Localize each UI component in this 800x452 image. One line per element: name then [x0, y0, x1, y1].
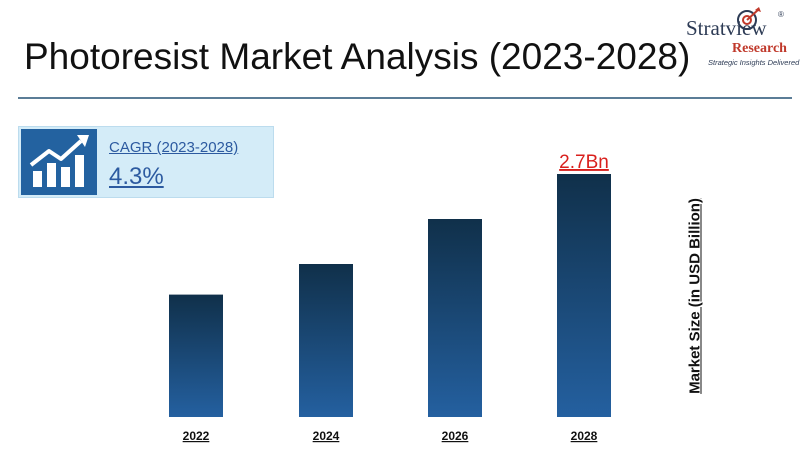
title-divider	[18, 97, 792, 99]
y-axis-label: Market Size (in USD Billion)	[686, 198, 704, 394]
cagr-value[interactable]: 4.3%	[109, 163, 164, 190]
bar-2022	[169, 294, 223, 417]
logo-division: Research	[732, 41, 787, 56]
logo-tagline: Strategic Insights Delivered	[708, 58, 800, 67]
stratview-logo: Stratview ® Research Strategic Insights …	[674, 4, 800, 68]
bar-2024	[299, 264, 353, 417]
x-tick-2026: 2026	[442, 429, 469, 443]
x-tick-2022: 2022	[183, 429, 210, 443]
cagr-label[interactable]: CAGR (2023-2028)	[109, 139, 239, 156]
page-title: Photoresist Market Analysis (2023-2028)	[24, 36, 691, 77]
growth-chart-icon	[21, 129, 97, 195]
logo-registered-mark: ®	[778, 10, 784, 19]
bar-2028	[557, 174, 611, 417]
bar-2026	[428, 219, 482, 417]
logo-brand: Stratview	[686, 16, 767, 40]
x-tick-2024: 2024	[313, 429, 340, 443]
x-tick-2028: 2028	[571, 429, 598, 443]
data-label-2028: 2.7Bn	[559, 152, 609, 173]
cagr-callout: CAGR (2023-2028) 4.3%	[18, 126, 274, 198]
target-icon	[737, 7, 761, 30]
